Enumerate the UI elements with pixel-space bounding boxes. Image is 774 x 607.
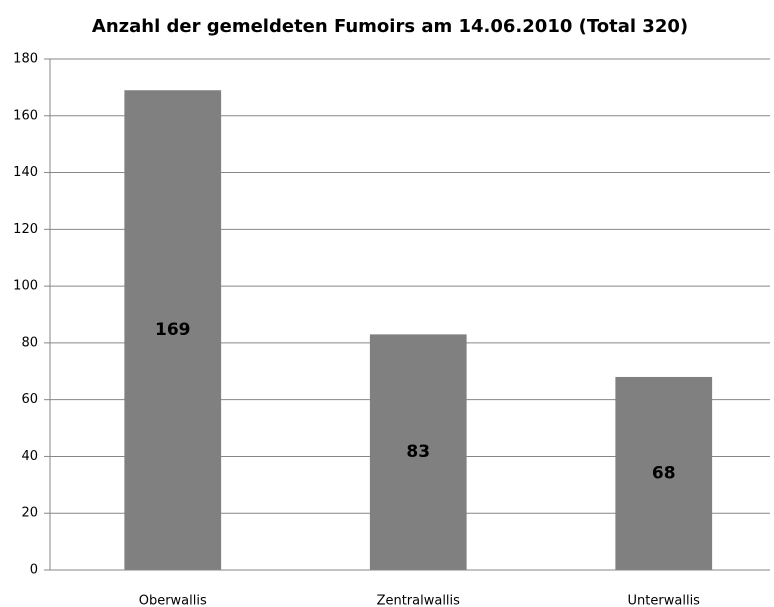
data-label: 68 [652, 463, 676, 483]
bar [615, 376, 713, 570]
y-tick-label: 60 [21, 392, 38, 407]
x-tick-label: Oberwallis [139, 594, 207, 607]
y-tick-label: 140 [13, 165, 38, 180]
chart-title: Anzahl der gemeldeten Fumoirs am 14.06.2… [92, 16, 688, 37]
data-label: 169 [155, 320, 191, 340]
y-tick-label: 160 [13, 108, 38, 123]
x-tick-label: Unterwallis [628, 594, 701, 607]
y-tick-label: 180 [13, 52, 38, 67]
y-tick-label: 20 [21, 506, 38, 521]
data-label: 83 [406, 442, 430, 462]
y-tick-label: 80 [21, 335, 38, 350]
y-tick-label: 120 [13, 222, 38, 237]
y-tick-label: 100 [13, 279, 38, 294]
bar [124, 90, 222, 570]
x-tick-label: Zentralwallis [377, 594, 461, 607]
bar [369, 334, 467, 570]
y-tick-label: 40 [21, 449, 38, 464]
y-tick-label: 0 [30, 563, 38, 578]
